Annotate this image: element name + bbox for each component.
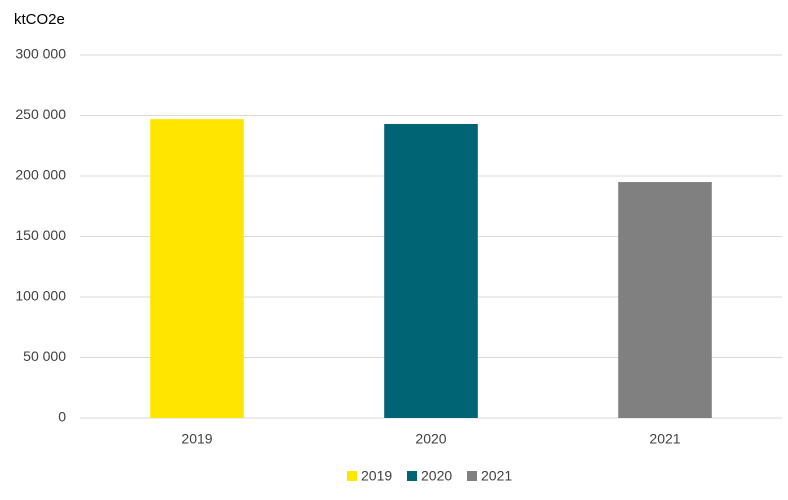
x-tick-label: 2020 [415,431,446,447]
bar [150,119,244,418]
y-tick-label: 50 000 [23,348,66,364]
legend-label: 2021 [481,468,512,484]
y-tick-label: 0 [58,409,66,425]
legend-swatch [407,471,417,481]
x-tick-label: 2019 [181,431,212,447]
bar [618,182,712,418]
y-axis-unit: ktCO2e [14,11,65,28]
y-tick-label: 200 000 [15,167,66,183]
y-tick-label: 250 000 [15,106,66,122]
y-tick-label: 100 000 [15,288,66,304]
legend-swatch [347,471,357,481]
x-tick-label: 2021 [649,431,680,447]
legend-label: 2019 [361,468,392,484]
y-tick-label: 300 000 [15,46,66,62]
y-tick-label: 150 000 [15,227,66,243]
legend-label: 2020 [421,468,452,484]
legend-swatch [467,471,477,481]
bar [384,123,478,418]
